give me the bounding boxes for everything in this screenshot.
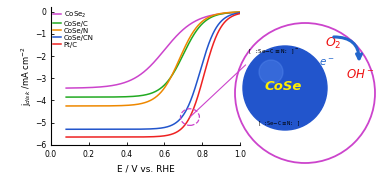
CoSe/N (109, 105, 114, 107)
CoSe/CN (181, 114, 186, 116)
Circle shape (259, 60, 283, 84)
CoSe/C (181, 53, 186, 55)
CoSe$_2$ (181, 28, 186, 30)
CoSe/N (240, 11, 244, 13)
Pt/C (109, 136, 114, 138)
X-axis label: E / V vs. RHE: E / V vs. RHE (117, 164, 174, 173)
Pt/C (95, 136, 99, 138)
CoSe/CN (143, 128, 148, 130)
Pt/C (167, 134, 172, 136)
Circle shape (243, 46, 327, 130)
CoSe$_2$ (240, 11, 244, 13)
Pt/C (240, 12, 244, 14)
CoSe/C (196, 27, 201, 29)
Pt/C (64, 136, 68, 138)
CoSe/CN (64, 128, 68, 130)
Line: CoSe$_2$: CoSe$_2$ (66, 12, 242, 88)
Text: $e^-$: $e^-$ (319, 58, 335, 68)
CoSe/C (240, 11, 244, 13)
Legend: CoSe$_2$, CoSe/C, CoSe/N, CoSe/CN, Pt/C: CoSe$_2$, CoSe/C, CoSe/N, CoSe/CN, Pt/C (53, 9, 94, 48)
Pt/C (143, 136, 148, 138)
Line: CoSe/CN: CoSe/CN (66, 13, 242, 129)
CoSe/N (167, 78, 172, 81)
CoSe/CN (167, 125, 172, 127)
CoSe/N (196, 24, 201, 26)
Pt/C (196, 93, 201, 95)
CoSe/N (64, 105, 68, 107)
CoSe/C (64, 96, 68, 98)
CoSe/CN (196, 76, 201, 78)
CoSe/N (95, 105, 99, 107)
Y-axis label: j$_{disk}$ /mA cm$^{-2}$: j$_{disk}$ /mA cm$^{-2}$ (19, 46, 34, 106)
CoSe$_2$ (109, 85, 114, 87)
CoSe/CN (109, 128, 114, 130)
CoSe$_2$ (95, 86, 99, 88)
CoSe/CN (95, 128, 99, 130)
CoSe/CN (240, 12, 244, 14)
Text: [ :Se$-$C$\equiv$N: ]: [ :Se$-$C$\equiv$N: ] (257, 120, 300, 128)
CoSe$_2$ (143, 69, 148, 71)
Text: $O_2$: $O_2$ (325, 35, 341, 50)
Text: [ :Se$-$C$\equiv$N: ]$^{-}$: [ :Se$-$C$\equiv$N: ]$^{-}$ (247, 48, 299, 56)
CoSe/N (181, 49, 186, 51)
Pt/C (181, 125, 186, 128)
CoSe$_2$ (167, 43, 172, 45)
CoSe$_2$ (196, 18, 201, 21)
Line: CoSe/N: CoSe/N (66, 12, 242, 106)
CoSe/N (143, 101, 148, 104)
CoSe/C (167, 78, 172, 80)
CoSe$_2$ (64, 87, 68, 89)
Line: CoSe/C: CoSe/C (66, 12, 242, 97)
CoSe/C (109, 96, 114, 98)
Text: CoSe: CoSe (264, 79, 302, 92)
CoSe/C (95, 96, 99, 98)
FancyArrowPatch shape (334, 37, 361, 59)
Text: $OH^-$: $OH^-$ (346, 68, 374, 81)
Line: Pt/C: Pt/C (66, 13, 242, 137)
CoSe/C (143, 94, 148, 96)
